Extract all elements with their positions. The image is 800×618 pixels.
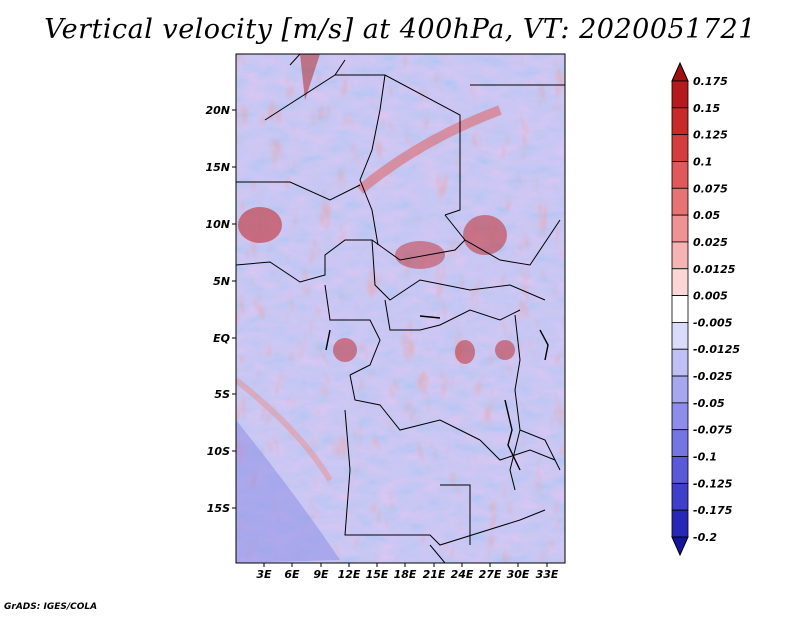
colorbar-label: 0.025 (693, 236, 728, 249)
lat-label: EQ (213, 332, 230, 345)
lat-label: 15N (205, 161, 230, 174)
colorbar-band (671, 80, 689, 109)
colorbar-label: -0.025 (693, 370, 733, 383)
colorbar: 0.175 0.15 0.125 0.1 0.075 0.05 0.025 0.0125 0.0… (671, 61, 740, 557)
velocity-field (236, 54, 565, 563)
lon-label: 24E (451, 568, 474, 581)
grads-credit: GrADS: IGES/COLA (4, 602, 98, 612)
lon-label: 33E (536, 568, 559, 581)
colorbar-label: -0.005 (693, 316, 733, 329)
colorbar-band (671, 509, 689, 538)
country-borders (236, 54, 565, 563)
lon-axis: 3E 6E 9E 12E 15E 18E 21E 24E 27E 30E 33E (256, 563, 559, 581)
coastline-lakes (325, 315, 549, 471)
colorbar-band (671, 241, 689, 270)
lat-label: 10S (207, 445, 230, 458)
lat-label: 5N (213, 275, 230, 288)
colorbar-band (671, 348, 689, 377)
colorbar-band (671, 536, 689, 557)
colorbar-label: -0.0125 (693, 343, 740, 356)
lon-label: 12E (338, 568, 361, 581)
colorbar-band (671, 187, 689, 216)
colorbar-label: 0.1 (693, 155, 713, 168)
lat-axis: 20N 15N 10N 5N EQ 5S 10S 15S (205, 104, 236, 515)
colorbar-label: 0.05 (693, 209, 720, 222)
colorbar-band (671, 375, 689, 404)
lon-label: 30E (507, 568, 530, 581)
colorbar-label: -0.05 (693, 397, 725, 410)
chart-title: Vertical velocity [m/s] at 400hPa, VT: 2… (44, 14, 756, 45)
map-frame (235, 53, 566, 564)
colorbar-label: 0.075 (693, 182, 728, 195)
lat-label: 10N (205, 218, 230, 231)
colorbar-band (671, 402, 689, 431)
colorbar-band (671, 161, 689, 189)
colorbar-band (671, 134, 689, 162)
lon-label: 18E (394, 568, 417, 581)
colorbar-label: -0.075 (693, 424, 733, 437)
colorbar-band (671, 107, 689, 136)
lat-label: 20N (205, 104, 230, 117)
lon-label: 3E (256, 568, 272, 581)
colorbar-band (671, 429, 689, 457)
colorbar-band (671, 214, 689, 243)
colorbar-label: -0.125 (693, 477, 733, 490)
colorbar-label: 0.175 (693, 75, 728, 88)
colorbar-band (671, 268, 689, 296)
colorbar-label: 0.0125 (693, 263, 736, 276)
lon-label: 27E (479, 568, 502, 581)
lat-label: 5S (214, 388, 230, 401)
colorbar-label: 0.005 (693, 290, 728, 303)
lon-label: 9E (313, 568, 329, 581)
colorbar-band (671, 482, 689, 511)
colorbar-label: 0.15 (693, 102, 720, 115)
lon-label: 6E (284, 568, 300, 581)
lat-label: 15S (207, 502, 230, 515)
colorbar-label: -0.1 (693, 451, 717, 464)
lon-label: 15E (366, 568, 389, 581)
colorbar-label: 0.125 (693, 129, 728, 142)
colorbar-band (671, 61, 689, 82)
colorbar-label: -0.175 (693, 504, 733, 517)
colorbar-label: -0.2 (693, 531, 717, 544)
colorbar-band (671, 456, 689, 484)
colorbar-band (671, 295, 689, 323)
colorbar-band (671, 322, 689, 350)
lon-label: 21E (423, 568, 446, 581)
